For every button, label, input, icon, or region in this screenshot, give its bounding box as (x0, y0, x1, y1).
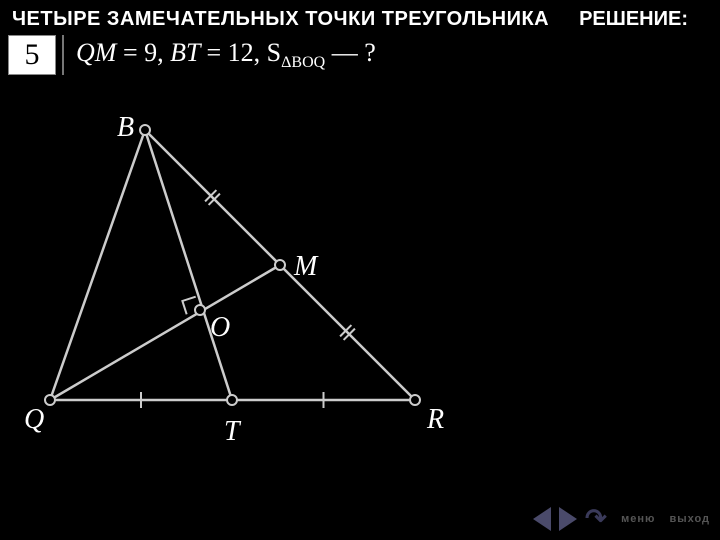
problem-statement: 5 QM = 9, BT = 12, SΔBOQ — ? (0, 35, 720, 75)
vertex-label-t: T (224, 416, 240, 448)
vertex-label-o: O (210, 312, 230, 344)
menu-button[interactable]: меню (621, 513, 655, 525)
prev-arrow-icon[interactable] (533, 507, 551, 531)
vertex-label-b: B (117, 112, 134, 144)
find-sub: ΔBOQ (281, 54, 325, 71)
vertex-label-m: M (294, 251, 317, 283)
nav-bar: ↶ меню выход (523, 497, 720, 540)
find-suffix: — ? (332, 38, 376, 67)
var-qm: QM (76, 38, 116, 67)
page-title: ЧЕТЫРЕ ЗАМЕЧАТЕЛЬНЫХ ТОЧКИ ТРЕУГОЛЬНИКА (12, 8, 549, 31)
var-bt: BT (170, 38, 200, 67)
problem-given-text: QM = 9, BT = 12, SΔBOQ — ? (76, 38, 376, 72)
next-arrow-icon[interactable] (559, 507, 577, 531)
undo-icon[interactable]: ↶ (585, 503, 607, 534)
triangle-diagram: B Q R M T O (20, 100, 480, 460)
val-bt: 12 (228, 38, 254, 67)
diagram-svg (20, 100, 480, 460)
vertex-label-q: Q (24, 404, 44, 436)
divider (62, 35, 64, 75)
exit-button[interactable]: выход (669, 513, 710, 525)
solution-heading: РЕШЕНИЕ: (579, 8, 688, 31)
find-s: S (267, 38, 281, 67)
vertex-label-r: R (427, 404, 444, 436)
problem-number-badge: 5 (8, 35, 56, 75)
val-qm: 9 (144, 38, 157, 67)
